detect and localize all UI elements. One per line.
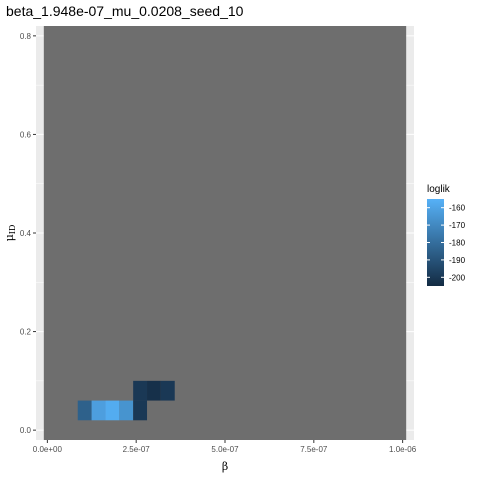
x-axis-label: β — [222, 460, 228, 473]
y-tick-label: 0.4 — [20, 229, 32, 238]
heatmap-cell — [119, 400, 134, 421]
y-tick-label: 0.2 — [20, 328, 32, 337]
legend-tick-label: -170 — [449, 221, 466, 230]
y-tick-label: 0.8 — [20, 32, 32, 41]
y-tick-label: 0.6 — [20, 130, 32, 139]
x-tick-label: 7.5e-07 — [300, 445, 328, 454]
x-tick-label: 2.5e-07 — [123, 445, 151, 454]
na-area — [43, 26, 407, 440]
y-axis: 0.0 0.2 0.4 0.6 0.8 — [20, 32, 36, 435]
legend-ticks: -160 -170 -180 -190 -200 — [427, 204, 466, 282]
legend-tick-label: -200 — [449, 273, 466, 282]
heatmap-cell — [77, 400, 92, 421]
y-axis-label-main: μ — [3, 234, 16, 241]
legend-colorbar — [427, 199, 444, 286]
heatmap-cell — [133, 380, 148, 401]
heatmap-cell — [133, 400, 148, 421]
legend-tick-label: -190 — [449, 256, 466, 265]
heatmap-cells — [77, 380, 175, 421]
x-tick-label: 5.0e-07 — [211, 445, 239, 454]
heatmap-cell — [105, 400, 120, 421]
legend-tick-label: -180 — [449, 239, 466, 248]
y-axis-label-sub: ID — [8, 225, 17, 235]
heatmap-cell — [91, 400, 106, 421]
y-axis-label: μID — [3, 225, 17, 242]
y-tick-label: 0.0 — [20, 426, 32, 435]
x-tick-label: 0.0e+00 — [33, 445, 63, 454]
x-tick-label: 1.0e-06 — [389, 445, 417, 454]
chart-title: beta_1.948e-07_mu_0.0208_seed_10 — [6, 3, 244, 19]
legend-title: loglik — [427, 184, 451, 195]
x-axis: 0.0e+00 2.5e-07 5.0e-07 7.5e-07 1.0e-06 — [33, 440, 417, 454]
heatmap-cell — [147, 380, 161, 401]
legend-tick-label: -160 — [449, 204, 466, 213]
heatmap-cell — [160, 380, 175, 401]
